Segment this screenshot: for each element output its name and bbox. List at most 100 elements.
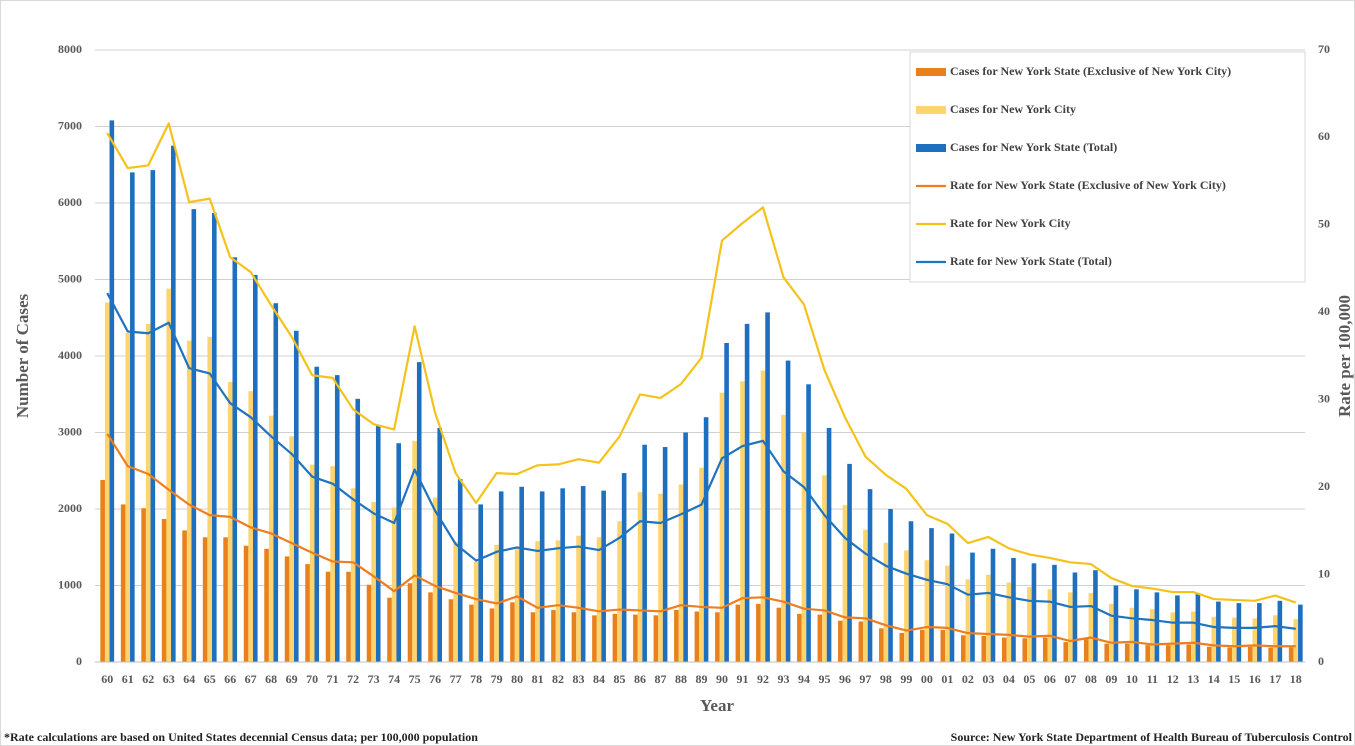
x-tick-label: 06	[1044, 672, 1056, 686]
bar	[1150, 609, 1155, 662]
bar	[719, 392, 725, 662]
bar	[330, 466, 335, 662]
x-tick-label: 67	[245, 672, 257, 686]
bar	[1022, 638, 1028, 662]
bar	[1293, 619, 1299, 662]
bar	[1001, 637, 1007, 662]
x-tick-label: 93	[777, 672, 789, 686]
bar	[243, 545, 249, 662]
x-tick-label: 14	[1208, 672, 1220, 686]
bar	[929, 528, 934, 662]
y2-tick-label: 70	[1318, 42, 1330, 56]
bar	[765, 312, 770, 662]
x-tick-label: 63	[163, 672, 175, 686]
bar	[120, 504, 126, 662]
y2-tick-label: 30	[1318, 391, 1330, 405]
bar	[1006, 582, 1012, 662]
bar	[284, 556, 290, 662]
footnote: *Rate calculations are based on United S…	[4, 730, 478, 744]
legend-label: Rate for New York State (Total)	[950, 254, 1112, 268]
bar	[305, 564, 310, 662]
bar	[847, 463, 852, 662]
bar	[350, 488, 356, 662]
bar	[683, 432, 688, 662]
x-tick-label: 02	[962, 672, 974, 686]
bar	[1206, 646, 1212, 662]
x-tick-label: 74	[388, 672, 400, 686]
x-tick-label: 79	[491, 672, 503, 686]
bar	[1145, 645, 1151, 662]
x-tick-label: 64	[183, 672, 195, 686]
x-tick-label: 70	[306, 672, 318, 686]
y-tick-label: 4000	[58, 348, 82, 362]
x-tick-label: 95	[818, 672, 830, 686]
bar	[161, 518, 167, 662]
bar	[740, 381, 745, 662]
bar	[207, 336, 213, 662]
bar	[965, 579, 971, 662]
source-note: Source: New York State Department of Hea…	[951, 730, 1353, 744]
legend-box	[909, 51, 1306, 283]
bar	[904, 550, 909, 662]
bar	[1031, 563, 1037, 662]
bar	[407, 583, 413, 662]
bar	[141, 508, 146, 662]
x-tick-label: 13	[1187, 672, 1199, 686]
x-tick-label: 15	[1228, 672, 1240, 686]
bar	[150, 170, 156, 663]
x-tick-label: 07	[1064, 672, 1076, 686]
bar	[100, 479, 105, 662]
x-tick-label: 08	[1085, 672, 1097, 686]
x-tick-label: 71	[327, 672, 339, 686]
bar	[309, 464, 315, 662]
x-tick-label: 97	[859, 672, 871, 686]
bar	[227, 382, 233, 662]
bar	[888, 509, 893, 662]
bar	[1068, 592, 1073, 662]
bar	[1154, 592, 1160, 662]
x-tick-label: 81	[532, 672, 544, 686]
bar	[252, 274, 258, 662]
bar	[1277, 600, 1283, 662]
y-tick-label: 0	[76, 654, 82, 668]
x-tick-label: 03	[982, 672, 994, 686]
bar	[1063, 642, 1069, 662]
bar	[1288, 647, 1294, 662]
x-tick-label: 84	[593, 672, 605, 686]
bar	[1134, 589, 1139, 662]
x-axis-title: Year	[700, 696, 734, 715]
x-tick-label: 87	[655, 672, 667, 686]
bar	[1247, 646, 1253, 662]
bar	[104, 302, 110, 662]
bar	[806, 384, 811, 662]
bar	[293, 330, 299, 662]
bar	[756, 603, 761, 662]
y2-tick-label: 50	[1318, 217, 1330, 231]
bar	[375, 424, 381, 662]
bar	[760, 370, 766, 662]
x-tick-label: 77	[450, 672, 462, 686]
x-tick-label: 09	[1105, 672, 1117, 686]
bar	[863, 529, 868, 662]
line	[106, 292, 1296, 630]
bar	[1175, 595, 1180, 662]
bar	[612, 613, 618, 662]
x-tick-label: 17	[1269, 672, 1281, 686]
bar	[1268, 647, 1273, 662]
x-tick-label: 72	[347, 672, 359, 686]
line	[106, 433, 1296, 648]
bar	[428, 592, 433, 662]
x-tick-label: 18	[1290, 672, 1302, 686]
bar	[990, 548, 996, 662]
bar	[879, 628, 884, 662]
bar	[924, 560, 930, 662]
bar	[166, 288, 172, 662]
bar	[355, 398, 361, 662]
bar	[264, 548, 269, 662]
x-tick-label: 89	[696, 672, 708, 686]
y2-tick-label: 10	[1318, 566, 1330, 580]
bar	[571, 612, 577, 662]
bar	[314, 366, 320, 662]
bar	[1190, 611, 1196, 662]
